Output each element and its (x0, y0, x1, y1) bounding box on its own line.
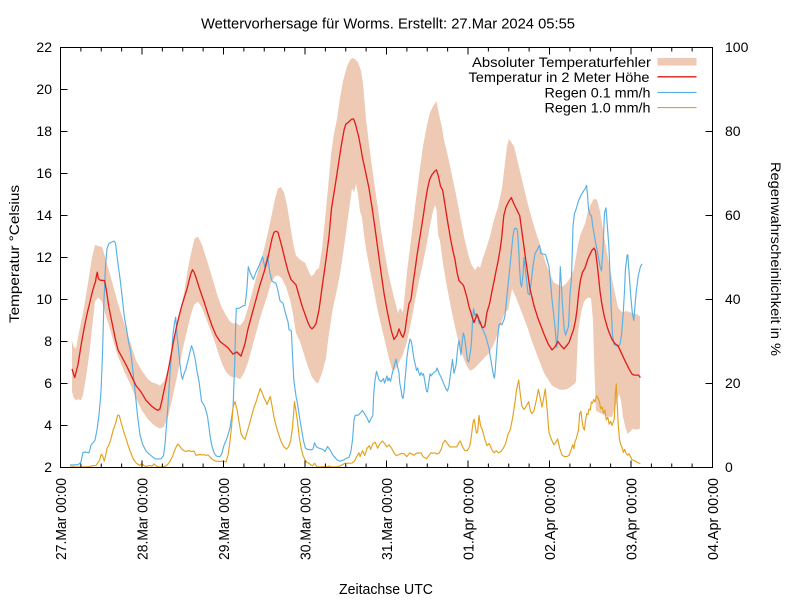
svg-text:6: 6 (44, 375, 52, 391)
svg-text:0: 0 (725, 459, 733, 475)
svg-text:8: 8 (44, 333, 52, 349)
svg-text:31.Mar 00:00: 31.Mar 00:00 (379, 478, 396, 560)
svg-text:22: 22 (36, 39, 52, 55)
svg-text:Temperatur in 2 Meter Höhe: Temperatur in 2 Meter Höhe (469, 69, 650, 85)
svg-text:28.Mar 00:00: 28.Mar 00:00 (135, 478, 152, 560)
svg-text:12: 12 (36, 249, 52, 265)
svg-text:Wettervorhersage für Worms. Er: Wettervorhersage für Worms. Erstellt: 27… (201, 16, 575, 32)
svg-text:80: 80 (725, 123, 741, 139)
svg-text:02.Apr 00:00: 02.Apr 00:00 (542, 478, 559, 560)
svg-text:Regenwahrscheinlichkeit in %: Regenwahrscheinlichkeit in % (768, 162, 784, 356)
svg-text:4: 4 (44, 417, 52, 433)
svg-text:01.Apr 00:00: 01.Apr 00:00 (461, 478, 478, 560)
svg-text:29.Mar 00:00: 29.Mar 00:00 (216, 478, 233, 560)
svg-text:100: 100 (725, 39, 749, 55)
svg-text:04.Apr 00:00: 04.Apr 00:00 (705, 478, 722, 560)
svg-text:03.Apr 00:00: 03.Apr 00:00 (624, 478, 641, 560)
svg-text:18: 18 (36, 123, 52, 139)
svg-text:60: 60 (725, 207, 741, 223)
svg-text:10: 10 (36, 291, 52, 307)
svg-text:Regen 0.1 mm/h: Regen 0.1 mm/h (545, 84, 651, 100)
svg-text:40: 40 (725, 291, 741, 307)
svg-text:20: 20 (725, 375, 741, 391)
svg-text:2: 2 (44, 459, 52, 475)
svg-text:30.Mar 00:00: 30.Mar 00:00 (298, 478, 315, 560)
svg-text:Absoluter Temperaturfehler: Absoluter Temperaturfehler (472, 54, 651, 70)
svg-text:20: 20 (36, 81, 52, 97)
svg-text:Zeitachse UTC: Zeitachse UTC (339, 582, 433, 598)
svg-text:Regen 1.0 mm/h: Regen 1.0 mm/h (545, 100, 651, 116)
svg-text:14: 14 (36, 207, 52, 223)
svg-text:16: 16 (36, 165, 52, 181)
svg-text:Temperatur °Celsius: Temperatur °Celsius (6, 185, 22, 323)
svg-text:27.Mar 00:00: 27.Mar 00:00 (53, 478, 70, 560)
